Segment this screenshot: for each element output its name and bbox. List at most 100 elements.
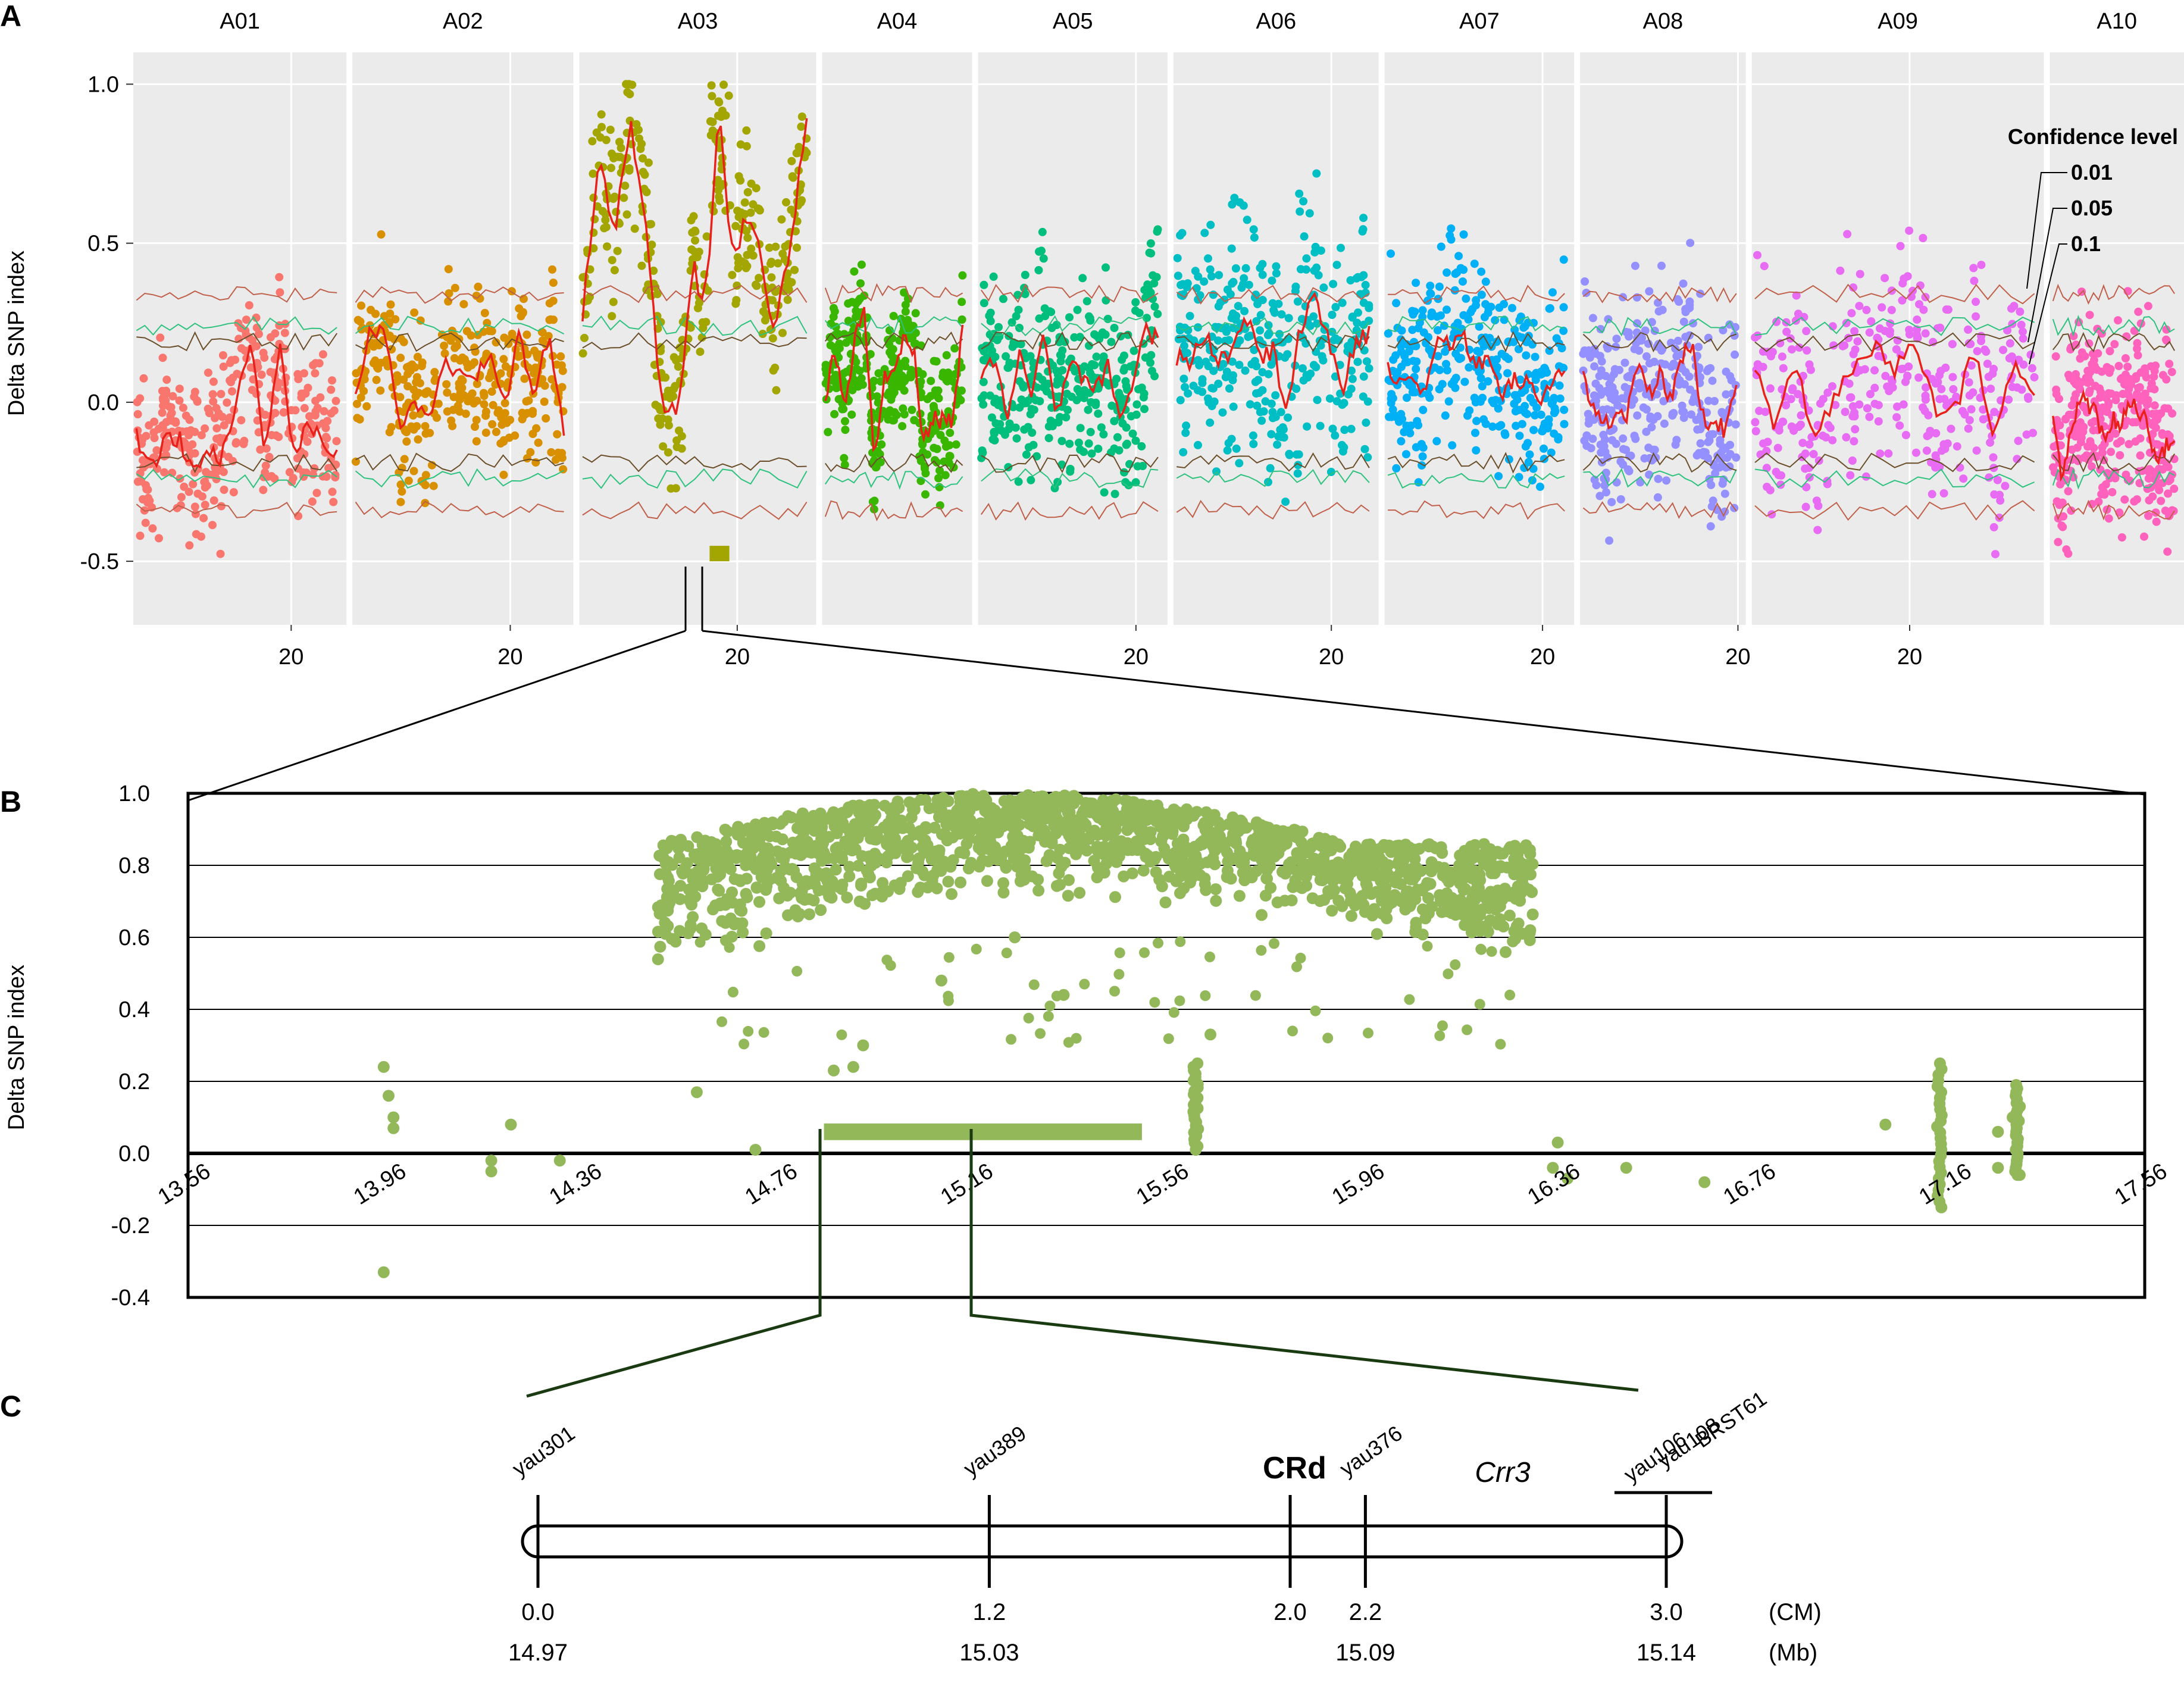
snp-point bbox=[787, 157, 796, 165]
snp-point bbox=[1038, 227, 1047, 236]
snp-point bbox=[1953, 442, 1961, 451]
snp-point bbox=[958, 847, 971, 859]
snp-point bbox=[1761, 408, 1770, 416]
snp-point bbox=[874, 369, 883, 378]
snp-point bbox=[1339, 882, 1351, 894]
snp-point bbox=[1948, 340, 1957, 349]
snp-point bbox=[740, 872, 753, 885]
snp-point bbox=[1989, 453, 1998, 462]
snp-point bbox=[1206, 220, 1215, 229]
snp-point bbox=[2001, 481, 2010, 490]
snp-point bbox=[2151, 361, 2160, 370]
snp-point bbox=[1753, 331, 1762, 340]
snp-point bbox=[522, 397, 531, 406]
snp-point bbox=[1658, 305, 1667, 314]
snp-point bbox=[1414, 421, 1423, 430]
snp-point bbox=[1607, 406, 1616, 415]
snp-point bbox=[1919, 234, 1928, 242]
snp-point bbox=[1448, 441, 1457, 450]
snp-point bbox=[416, 316, 425, 325]
snp-point bbox=[414, 389, 423, 398]
facet-x-tick-label: 20 bbox=[725, 645, 750, 670]
threshold-line-lower-0-05 bbox=[981, 468, 1159, 490]
snp-point bbox=[485, 374, 494, 383]
snp-point bbox=[1215, 820, 1228, 832]
snp-point bbox=[1464, 315, 1473, 324]
snp-point bbox=[1178, 229, 1187, 237]
snp-point bbox=[821, 365, 830, 374]
snp-point bbox=[1359, 225, 1368, 234]
snp-point bbox=[1686, 239, 1695, 248]
snp-point bbox=[1063, 874, 1075, 886]
snp-point bbox=[362, 402, 371, 411]
snp-point bbox=[1855, 302, 1864, 311]
snp-point bbox=[664, 386, 672, 395]
snp-point bbox=[1683, 305, 1692, 314]
snp-point bbox=[1273, 440, 1282, 449]
snp-point bbox=[1132, 400, 1141, 409]
snp-point bbox=[774, 259, 783, 268]
snp-point bbox=[1843, 230, 1852, 239]
snp-point bbox=[788, 172, 797, 181]
snp-point bbox=[239, 440, 248, 448]
snp-point bbox=[199, 514, 208, 523]
snp-point bbox=[1809, 450, 1818, 458]
snp-point bbox=[356, 393, 365, 402]
snp-point bbox=[1119, 366, 1128, 375]
snp-point bbox=[1972, 312, 1980, 321]
snp-point bbox=[1091, 398, 1100, 407]
snp-point bbox=[1362, 357, 1371, 366]
snp-point bbox=[2121, 354, 2130, 362]
snp-point bbox=[2148, 492, 2157, 501]
snp-point bbox=[1941, 363, 1950, 372]
snp-point bbox=[162, 451, 171, 459]
snp-point bbox=[1228, 200, 1237, 209]
panel-b-y-tick-label: 0.4 bbox=[118, 997, 150, 1022]
snp-point bbox=[1097, 423, 1106, 432]
snp-point bbox=[675, 343, 684, 352]
snp-point bbox=[1209, 290, 1218, 299]
snp-point bbox=[1616, 495, 1625, 503]
snp-point bbox=[387, 345, 396, 354]
snp-point bbox=[217, 390, 226, 399]
snp-point bbox=[275, 273, 284, 282]
snp-point bbox=[1176, 326, 1185, 335]
snp-point bbox=[736, 176, 745, 185]
snp-point bbox=[1129, 346, 1138, 355]
snp-point bbox=[1932, 429, 1941, 437]
threshold-line-upper-0-05 bbox=[136, 315, 337, 336]
snp-point bbox=[1447, 235, 1456, 244]
snp-point bbox=[1519, 859, 1531, 871]
snp-point bbox=[1022, 399, 1031, 408]
snp-point bbox=[1032, 874, 1044, 886]
facet-label-a01: A01 bbox=[220, 9, 260, 34]
snp-point bbox=[459, 391, 468, 400]
snp-point bbox=[1150, 866, 1162, 878]
snp-point bbox=[874, 398, 883, 407]
snp-point bbox=[1856, 270, 1864, 279]
snp-point bbox=[1625, 467, 1634, 476]
snp-point bbox=[1062, 890, 1074, 902]
snp-point bbox=[404, 476, 413, 485]
snp-point bbox=[1673, 336, 1682, 345]
snp-point bbox=[1964, 378, 1973, 387]
snp-point bbox=[1271, 308, 1279, 317]
snp-point bbox=[1895, 421, 1904, 430]
snp-point bbox=[1413, 843, 1426, 855]
snp-point bbox=[1318, 352, 1326, 361]
snp-point bbox=[1510, 920, 1523, 933]
snp-point bbox=[1767, 352, 1775, 361]
snp-point bbox=[152, 464, 161, 473]
snp-point bbox=[1984, 373, 1993, 381]
snp-point bbox=[1991, 550, 2000, 559]
snp-point bbox=[261, 461, 270, 470]
snp-point bbox=[371, 309, 380, 318]
snp-point bbox=[1685, 372, 1694, 381]
snp-point bbox=[2064, 371, 2073, 379]
snp-point bbox=[502, 418, 511, 427]
snp-point bbox=[1520, 386, 1529, 395]
snp-point bbox=[353, 414, 362, 423]
snp-point bbox=[2162, 375, 2171, 384]
snp-point bbox=[2027, 364, 2036, 373]
snp-point bbox=[690, 226, 699, 235]
